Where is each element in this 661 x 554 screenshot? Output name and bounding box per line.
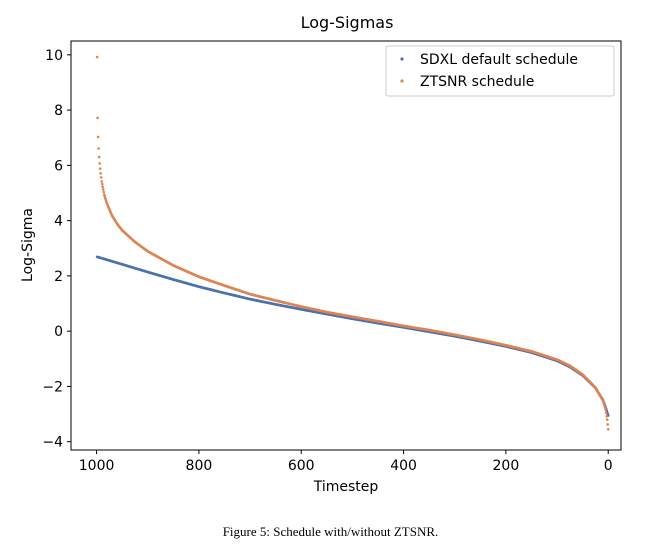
data-point bbox=[98, 162, 101, 165]
data-point bbox=[605, 418, 609, 421]
x-tick-label: 1000 bbox=[79, 458, 115, 474]
y-axis-ticks: −4 −2 0 2 4 6 8 10 bbox=[42, 48, 71, 451]
legend: SDXL default schedule ZTSNR schedule bbox=[385, 45, 615, 97]
legend-marker-ztsnr bbox=[400, 79, 404, 83]
y-tick-label: −4 bbox=[42, 435, 63, 451]
data-point bbox=[101, 188, 105, 191]
y-tick-label: 10 bbox=[45, 48, 63, 64]
x-axis-label: Timestep bbox=[313, 479, 379, 495]
legend-label-sdxl: SDXL default schedule bbox=[420, 52, 578, 68]
data-point bbox=[606, 427, 610, 431]
series-sdxl-default bbox=[95, 255, 610, 417]
data-point bbox=[100, 182, 104, 186]
data-point bbox=[97, 155, 101, 159]
x-tick-label: 400 bbox=[390, 458, 417, 474]
data-point bbox=[102, 190, 106, 194]
data-point bbox=[98, 167, 102, 170]
plot-frame bbox=[70, 40, 622, 451]
legend-marker-sdxl bbox=[400, 57, 404, 61]
y-tick-label: 6 bbox=[54, 158, 63, 174]
y-tick-label: 2 bbox=[54, 269, 63, 285]
y-tick-label: 8 bbox=[54, 103, 63, 119]
data-point bbox=[102, 193, 106, 196]
legend-box bbox=[385, 45, 615, 97]
series-ztsnr bbox=[95, 55, 610, 431]
x-tick-label: 200 bbox=[493, 458, 520, 474]
data-point bbox=[99, 176, 103, 179]
figure-caption: Figure 5: Schedule with/without ZTSNR. bbox=[222, 524, 439, 539]
legend-label-ztsnr: ZTSNR schedule bbox=[420, 74, 534, 90]
y-tick-label: −2 bbox=[42, 379, 63, 395]
data-point bbox=[99, 172, 102, 175]
series-layer bbox=[95, 55, 610, 431]
x-tick-label: 0 bbox=[604, 458, 613, 474]
y-tick-label: 0 bbox=[54, 324, 63, 340]
y-tick-label: 4 bbox=[54, 214, 63, 230]
data-point bbox=[95, 255, 99, 259]
data-point bbox=[97, 147, 100, 150]
data-point bbox=[96, 116, 99, 120]
chart-title: Log-Sigmas bbox=[301, 13, 394, 32]
data-point bbox=[100, 180, 103, 183]
data-point bbox=[96, 135, 100, 139]
y-axis-label: Log-Sigma bbox=[20, 208, 36, 282]
x-axis-ticks: 1000 800 600 400 200 0 bbox=[79, 450, 613, 474]
data-point bbox=[101, 185, 105, 188]
data-point bbox=[95, 55, 99, 59]
data-point bbox=[605, 414, 608, 418]
data-point bbox=[606, 423, 609, 426]
data-point bbox=[604, 411, 608, 415]
x-tick-label: 600 bbox=[288, 458, 315, 474]
x-tick-label: 800 bbox=[186, 458, 213, 474]
